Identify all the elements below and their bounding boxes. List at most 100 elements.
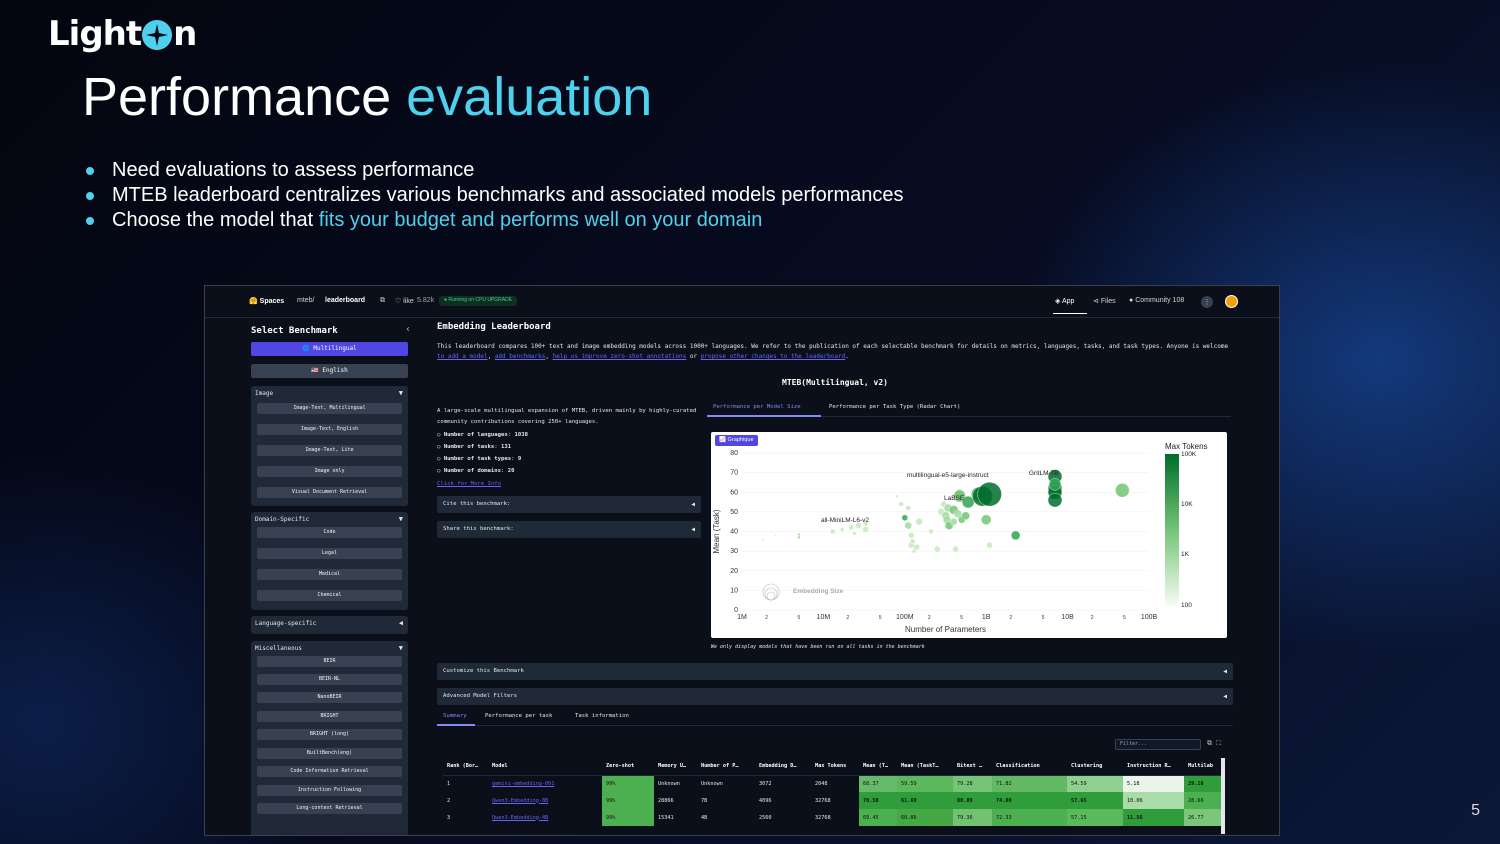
benchmark-button[interactable]: Code bbox=[257, 527, 402, 538]
copy-icon[interactable]: ⧉ bbox=[380, 297, 385, 304]
column-header[interactable]: Classification bbox=[992, 758, 1067, 776]
x-tick-label: 2 bbox=[1091, 615, 1094, 621]
benchmark-button[interactable]: Image-Text, Multilingual bbox=[257, 403, 402, 414]
benchmark-button[interactable]: Medical bbox=[257, 569, 402, 580]
benchmark-button[interactable]: Instruction Following bbox=[257, 785, 402, 796]
like-button[interactable]: ♡ like bbox=[395, 298, 414, 305]
column-header[interactable]: Clustering bbox=[1067, 758, 1123, 776]
benchmark-button[interactable]: Legal bbox=[257, 548, 402, 559]
table-row[interactable]: 3 Qwen3-Embedding-4B 99% 15341 4B 2560 32768 69… bbox=[443, 809, 1223, 826]
more-info-link[interactable]: Click for More Info bbox=[437, 481, 501, 487]
table-cell: 74.00 bbox=[992, 792, 1067, 809]
leaderboard-table: Rank (Bor… Model Zero-shot Memory U… Number … bbox=[443, 758, 1223, 826]
add-benchmarks-link[interactable]: add benchmarks bbox=[494, 353, 546, 360]
column-header[interactable]: Bitext … bbox=[953, 758, 992, 776]
table-cell: 2 bbox=[447, 797, 451, 804]
cite-accordion[interactable]: Cite this benchmark: ◀ bbox=[437, 496, 701, 513]
add-model-link[interactable]: to add a model bbox=[437, 353, 488, 360]
data-point bbox=[953, 489, 966, 503]
model-link[interactable]: Qwen3-Embedding-4B bbox=[492, 814, 549, 821]
table-cell: 61.69 bbox=[897, 792, 953, 809]
group-toggle-icon[interactable]: ◀ bbox=[398, 619, 403, 627]
tab-files[interactable]: ⊲ Files bbox=[1093, 298, 1116, 305]
benchmark-english-button[interactable]: 🇺🇸 English bbox=[251, 364, 408, 378]
x-tick-label: 10M bbox=[817, 614, 831, 621]
benchmark-button[interactable]: Long-context Retrieval bbox=[257, 803, 402, 814]
benchmark-button[interactable]: Image only bbox=[257, 466, 402, 477]
table-row[interactable]: 1 gemini-embedding-001 99% Unknown Unknown 30… bbox=[443, 775, 1223, 792]
benchmark-button[interactable]: Image-Text, English bbox=[257, 424, 402, 435]
propose-changes-link[interactable]: propose other changes to the leaderboard bbox=[700, 353, 846, 360]
table-filter-input[interactable]: Filter... bbox=[1115, 739, 1201, 750]
active-tab-indicator bbox=[707, 415, 821, 417]
data-point bbox=[761, 538, 764, 541]
collapse-sidebar-icon[interactable]: ‹ bbox=[405, 324, 412, 335]
table-row[interactable]: 2 Qwen3-Embedding-8B 99% 28866 7B 4096 32768 70… bbox=[443, 792, 1223, 809]
data-point bbox=[961, 511, 970, 521]
data-point bbox=[829, 528, 836, 535]
benchmark-button[interactable]: Image-Text, Lite bbox=[257, 445, 402, 456]
column-header[interactable]: Max Tokens bbox=[811, 758, 859, 776]
tab-radar[interactable]: Performance per Task Type (Radar Chart) bbox=[829, 404, 961, 410]
advanced-filters-accordion[interactable]: Advanced Model Filters ◀ bbox=[437, 688, 1233, 705]
column-header[interactable]: Rank (Bor… bbox=[443, 758, 488, 776]
fullscreen-icon[interactable]: ⛶ bbox=[1216, 739, 1222, 747]
column-header[interactable]: Embedding D… bbox=[755, 758, 811, 776]
tab-app[interactable]: ◈ App bbox=[1055, 298, 1075, 305]
table-cell: 3072 bbox=[759, 780, 772, 787]
table-cell: 69.45 bbox=[859, 809, 897, 826]
benchmark-button[interactable]: BRIGHT bbox=[257, 711, 402, 722]
share-accordion[interactable]: Share this benchmark: ◀ bbox=[437, 521, 701, 538]
group-toggle-icon[interactable]: ▼ bbox=[398, 515, 403, 523]
copy-icon[interactable]: ⧉ bbox=[1207, 739, 1212, 747]
column-header[interactable]: Model bbox=[488, 758, 602, 776]
column-header[interactable]: Multilab bbox=[1184, 758, 1223, 776]
column-header[interactable]: Mean (T… bbox=[859, 758, 897, 776]
column-header[interactable]: Number of P… bbox=[697, 758, 755, 776]
table-cell: 68.37 bbox=[859, 775, 897, 792]
model-link[interactable]: Qwen3-Embedding-8B bbox=[492, 797, 549, 804]
size-legend-circle bbox=[766, 591, 776, 601]
spaces-link[interactable]: 🤗 Spaces bbox=[249, 298, 285, 305]
tab-per-task[interactable]: Performance per task bbox=[485, 713, 553, 719]
benchmark-button[interactable]: BEIR bbox=[257, 656, 402, 667]
model-link[interactable]: gemini-embedding-001 bbox=[492, 780, 555, 787]
customize-accordion[interactable]: Customize this Benchmark ◀ bbox=[437, 663, 1233, 680]
y-tick-label: 50 bbox=[730, 509, 738, 516]
group-toggle-icon[interactable]: ▼ bbox=[398, 644, 403, 652]
column-header[interactable]: Zero-shot bbox=[602, 758, 654, 776]
x-tick-label: 5 bbox=[1123, 615, 1126, 621]
benchmark-button[interactable]: Code Information Retrieval bbox=[257, 766, 402, 777]
benchmark-description: A large-scale multilingual expansion of … bbox=[437, 408, 697, 425]
column-header[interactable]: Mean (TaskT… bbox=[897, 758, 953, 776]
table-cell: 99% bbox=[602, 792, 654, 809]
benchmark-button[interactable]: NanoBEIR bbox=[257, 692, 402, 703]
group-language-specific[interactable]: Language-specific ◀ bbox=[251, 616, 408, 634]
tab-task-info[interactable]: Task information bbox=[575, 713, 629, 719]
benchmark-button[interactable]: BuiltBench(eng) bbox=[257, 748, 402, 759]
benchmark-button[interactable]: BEIR-NL bbox=[257, 674, 402, 685]
more-options-icon[interactable]: ⋮ bbox=[1201, 296, 1213, 308]
group-toggle-icon[interactable]: ▼ bbox=[398, 389, 403, 397]
column-header[interactable]: Instruction R… bbox=[1123, 758, 1184, 776]
benchmark-button[interactable]: BRIGHT (long) bbox=[257, 729, 402, 740]
tab-model-size[interactable]: Performance per Model Size bbox=[713, 404, 801, 410]
data-point bbox=[905, 505, 911, 511]
data-point bbox=[952, 545, 959, 553]
table-scrollbar[interactable] bbox=[1221, 758, 1225, 834]
table-cell: 57.65 bbox=[1067, 792, 1123, 809]
column-header[interactable]: Memory U… bbox=[654, 758, 697, 776]
benchmark-button[interactable]: Visual Document Retrieval bbox=[257, 487, 402, 498]
table-cell: 70.58 bbox=[859, 792, 897, 809]
table-cell: 32768 bbox=[815, 797, 831, 804]
sidebar-title: Select Benchmark bbox=[251, 326, 338, 336]
benchmark-multilingual-button[interactable]: 🌐 Multilingual bbox=[251, 342, 408, 356]
repo-owner[interactable]: mteb/ bbox=[297, 297, 315, 304]
table-cell: 54.59 bbox=[1067, 775, 1123, 792]
avatar[interactable] bbox=[1225, 295, 1238, 308]
repo-name[interactable]: leaderboard bbox=[325, 297, 366, 304]
improve-annotations-link[interactable]: help us improve zero-shot annotations bbox=[552, 353, 687, 360]
benchmark-button[interactable]: Chemical bbox=[257, 590, 402, 601]
tab-summary[interactable]: Summary bbox=[443, 713, 467, 719]
tab-community[interactable]: ● Community 108 bbox=[1129, 297, 1185, 304]
